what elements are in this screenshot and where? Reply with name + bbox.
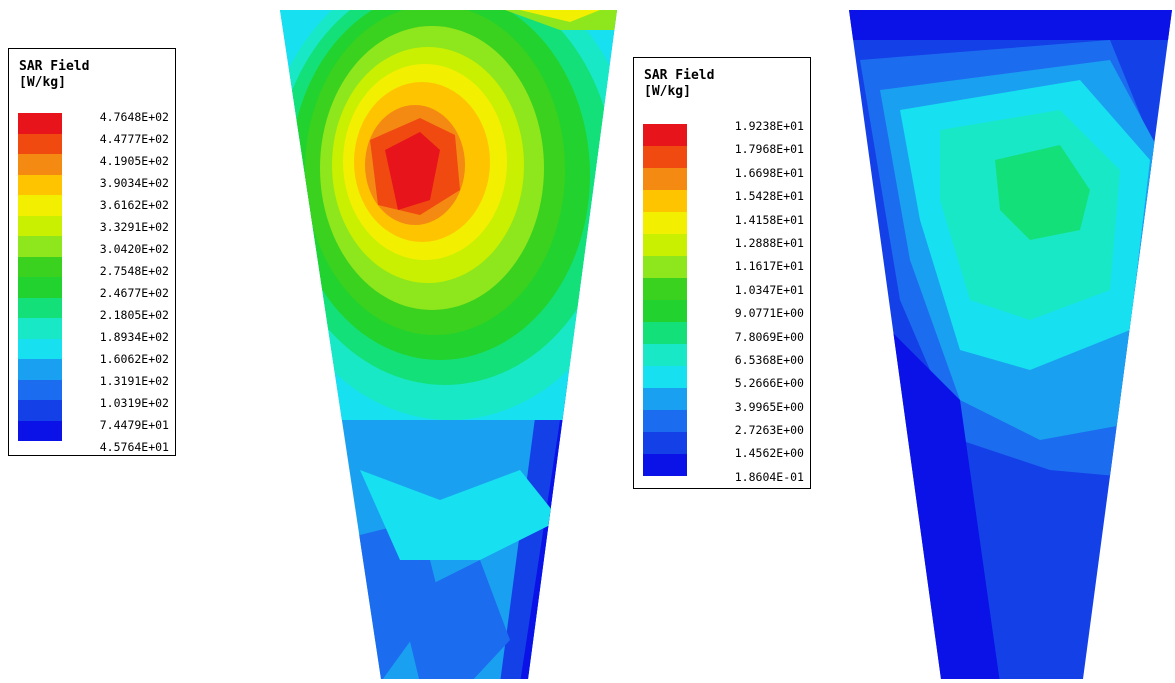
legend-title-right: SAR Field [W/kg] [644, 68, 714, 100]
scale-swatch [18, 113, 62, 134]
sar-field-map-left [276, 0, 621, 683]
scale-label: 1.5428E+01 [694, 185, 804, 208]
scale-swatch [643, 410, 687, 432]
scale-label: 1.6698E+01 [694, 162, 804, 185]
scale-label: 3.3291E+02 [69, 216, 169, 238]
scale-swatch [18, 175, 62, 196]
sar-field-map-right [845, 0, 1175, 683]
scale-swatch [643, 146, 687, 168]
scale-label: 9.0771E+00 [694, 302, 804, 325]
scale-swatch [18, 400, 62, 421]
scale-label: 4.1905E+02 [69, 150, 169, 172]
scale-swatch [643, 190, 687, 212]
scale-label: 1.4562E+00 [694, 442, 804, 465]
scale-label: 1.0319E+02 [69, 392, 169, 414]
color-scale-left [18, 113, 62, 441]
scale-swatch [18, 421, 62, 442]
scale-label: 1.0347E+01 [694, 279, 804, 302]
scale-swatch [18, 380, 62, 401]
scale-label: 3.9034E+02 [69, 172, 169, 194]
scale-swatch [643, 388, 687, 410]
scale-swatch [643, 234, 687, 256]
scale-label: 1.9238E+01 [694, 115, 804, 138]
scale-label: 4.5764E+01 [69, 436, 169, 458]
sar-legend-left: SAR Field [W/kg] 4.7648E+02 4.4777E+02 4.1… [8, 48, 176, 456]
scale-label: 2.7548E+02 [69, 260, 169, 282]
scale-swatch [643, 344, 687, 366]
color-scale-right [643, 124, 687, 476]
scale-label: 1.6062E+02 [69, 348, 169, 370]
scale-label: 2.4677E+02 [69, 282, 169, 304]
scale-labels-right: 1.9238E+01 1.7968E+01 1.6698E+01 1.5428E+01… [694, 115, 804, 489]
scale-label: 5.2666E+00 [694, 372, 804, 395]
scale-swatch [18, 339, 62, 360]
scale-label: 1.8934E+02 [69, 326, 169, 348]
scale-label: 4.7648E+02 [69, 106, 169, 128]
scale-label: 7.4479E+01 [69, 414, 169, 436]
scale-label: 1.7968E+01 [694, 138, 804, 161]
scale-label: 2.1805E+02 [69, 304, 169, 326]
scale-label: 3.0420E+02 [69, 238, 169, 260]
scale-swatch [643, 366, 687, 388]
scale-label: 1.1617E+01 [694, 255, 804, 278]
scale-label: 7.8069E+00 [694, 326, 804, 349]
scale-swatch [643, 256, 687, 278]
scale-swatch [643, 278, 687, 300]
scale-swatch [643, 454, 687, 476]
scale-label: 1.3191E+02 [69, 370, 169, 392]
scale-swatch [18, 134, 62, 155]
scale-swatch [18, 236, 62, 257]
scale-swatch [643, 168, 687, 190]
scale-label: 3.6162E+02 [69, 194, 169, 216]
scale-label: 6.5368E+00 [694, 349, 804, 372]
legend-title-left: SAR Field [W/kg] [19, 59, 89, 91]
scale-swatch [643, 432, 687, 454]
scale-swatch [18, 216, 62, 237]
scale-labels-left: 4.7648E+02 4.4777E+02 4.1905E+02 3.9034E+02… [69, 106, 169, 458]
scale-label: 2.7263E+00 [694, 419, 804, 442]
scale-swatch [18, 154, 62, 175]
scale-label: 1.8604E-01 [694, 466, 804, 489]
scale-label: 1.2888E+01 [694, 232, 804, 255]
scale-label: 3.9965E+00 [694, 396, 804, 419]
scale-swatch [18, 277, 62, 298]
scale-swatch [643, 124, 687, 146]
scale-swatch [18, 318, 62, 339]
sar-legend-right: SAR Field [W/kg] 1.9238E+01 1.7968E+01 1.6… [633, 57, 811, 489]
scale-swatch [18, 195, 62, 216]
scale-label: 4.4777E+02 [69, 128, 169, 150]
scale-swatch [643, 212, 687, 234]
scale-swatch [643, 322, 687, 344]
scale-swatch [18, 298, 62, 319]
scale-label: 1.4158E+01 [694, 209, 804, 232]
scale-swatch [18, 257, 62, 278]
scale-swatch [643, 300, 687, 322]
scale-swatch [18, 359, 62, 380]
